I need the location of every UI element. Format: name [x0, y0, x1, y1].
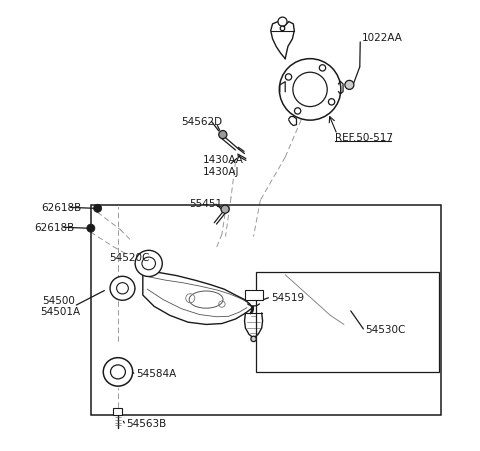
- Circle shape: [87, 225, 95, 233]
- Circle shape: [219, 131, 227, 139]
- Text: 1430AA: 1430AA: [203, 155, 244, 165]
- Text: 1430AJ: 1430AJ: [203, 166, 240, 176]
- Circle shape: [116, 370, 120, 374]
- Ellipse shape: [142, 258, 156, 270]
- Ellipse shape: [117, 283, 128, 295]
- Text: 54584A: 54584A: [136, 368, 176, 378]
- Text: 54562D: 54562D: [181, 117, 222, 127]
- Text: 55451: 55451: [190, 199, 223, 209]
- Ellipse shape: [110, 365, 125, 379]
- Bar: [244, 290, 263, 300]
- Text: 54520C: 54520C: [109, 252, 149, 262]
- Circle shape: [286, 74, 292, 81]
- Circle shape: [221, 206, 229, 214]
- Circle shape: [278, 18, 287, 27]
- Text: 54501A: 54501A: [40, 306, 80, 316]
- Circle shape: [147, 262, 151, 266]
- Text: 62618B: 62618B: [35, 222, 74, 232]
- Text: REF.50-517: REF.50-517: [335, 133, 393, 143]
- Circle shape: [120, 287, 124, 290]
- Text: 1022AA: 1022AA: [362, 33, 403, 43]
- Text: 54563B: 54563B: [126, 418, 167, 428]
- Circle shape: [319, 65, 325, 72]
- Ellipse shape: [135, 251, 162, 277]
- Text: 54519: 54519: [271, 293, 304, 303]
- Circle shape: [345, 81, 354, 90]
- Text: 54530C: 54530C: [366, 324, 406, 334]
- Bar: [113, 408, 122, 415]
- Circle shape: [94, 205, 102, 213]
- Ellipse shape: [103, 358, 132, 386]
- Circle shape: [251, 336, 256, 342]
- Ellipse shape: [110, 276, 135, 301]
- Bar: [256, 273, 439, 372]
- Circle shape: [280, 27, 285, 32]
- Circle shape: [294, 109, 301, 115]
- Text: 54500: 54500: [42, 295, 75, 305]
- Circle shape: [328, 100, 335, 106]
- Bar: [91, 205, 441, 415]
- Text: 62618B: 62618B: [41, 202, 82, 212]
